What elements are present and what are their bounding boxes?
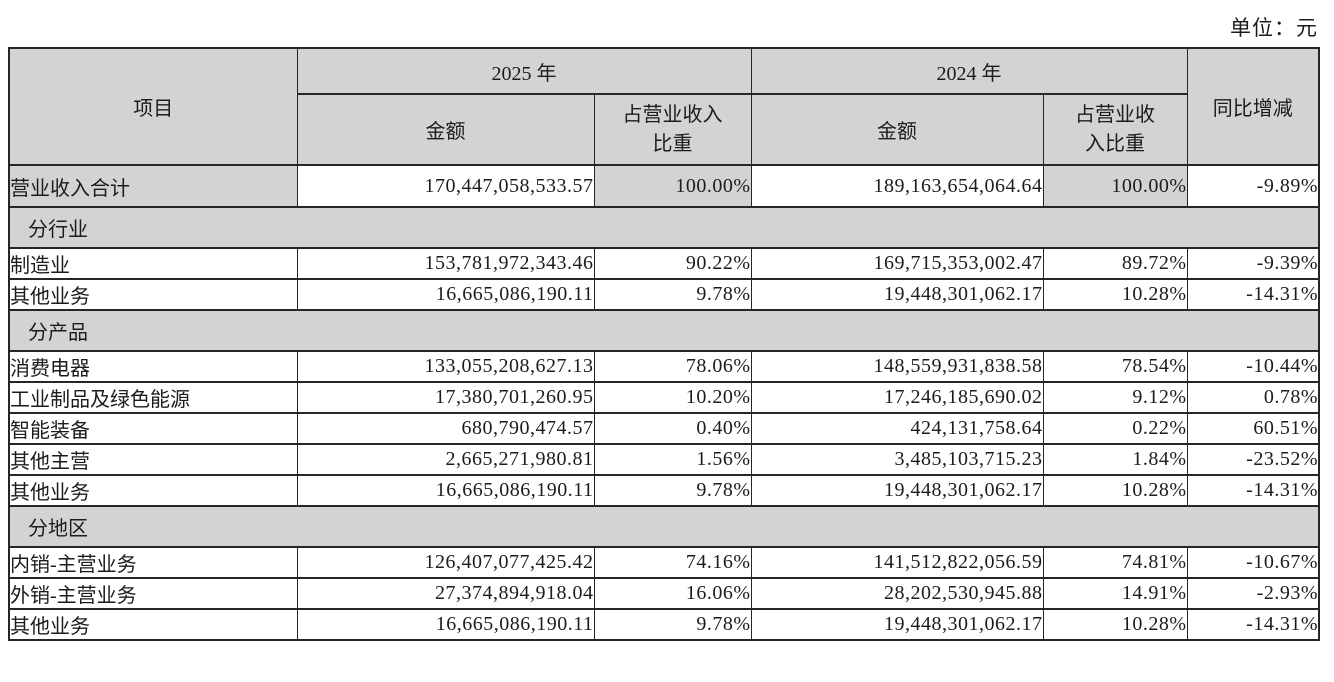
amount-2024-cell: 3,485,103,715.23 bbox=[750, 443, 1044, 476]
yoy-change-cell: -9.89% bbox=[1186, 164, 1320, 208]
amount-2025-cell: 16,665,086,190.11 bbox=[296, 608, 595, 641]
column-group-2024: 2024 年 bbox=[750, 47, 1188, 95]
revenue-ratio-2025-cell: 0.40% bbox=[593, 412, 752, 445]
column-header-amount-2025: 金额 bbox=[296, 93, 595, 166]
revenue-ratio-2025-cell: 9.78% bbox=[593, 474, 752, 507]
revenue-ratio-2024-cell: 10.28% bbox=[1042, 608, 1188, 641]
amount-2025-cell: 153,781,972,343.46 bbox=[296, 247, 595, 280]
revenue-ratio-2025-cell: 16.06% bbox=[593, 577, 752, 610]
row-label-cell: 其他业务 bbox=[8, 608, 298, 641]
row-label-cell: 消费电器 bbox=[8, 350, 298, 383]
amount-2025-cell: 16,665,086,190.11 bbox=[296, 278, 595, 311]
row-label-cell: 内销-主营业务 bbox=[8, 546, 298, 579]
amount-2025-cell: 2,665,271,980.81 bbox=[296, 443, 595, 476]
revenue-ratio-2024-cell: 78.54% bbox=[1042, 350, 1188, 383]
amount-2025-cell: 16,665,086,190.11 bbox=[296, 474, 595, 507]
amount-2024-cell: 17,246,185,690.02 bbox=[750, 381, 1044, 414]
yoy-change-cell: -10.67% bbox=[1186, 546, 1320, 579]
row-label-cell: 制造业 bbox=[8, 247, 298, 280]
amount-2025-cell: 126,407,077,425.42 bbox=[296, 546, 595, 579]
amount-2025-cell: 27,374,894,918.04 bbox=[296, 577, 595, 610]
yoy-change-cell: -14.31% bbox=[1186, 474, 1320, 507]
row-label-cell: 智能装备 bbox=[8, 412, 298, 445]
revenue-ratio-2024-cell: 0.22% bbox=[1042, 412, 1188, 445]
amount-2024-cell: 28,202,530,945.88 bbox=[750, 577, 1044, 610]
row-label-cell: 其他主营 bbox=[8, 443, 298, 476]
amount-2024-cell: 424,131,758.64 bbox=[750, 412, 1044, 445]
row-label-cell: 工业制品及绿色能源 bbox=[8, 381, 298, 414]
amount-2025-cell: 17,380,701,260.95 bbox=[296, 381, 595, 414]
revenue-ratio-2024-cell: 14.91% bbox=[1042, 577, 1188, 610]
table-row: 其他业务 16,665,086,190.11 9.78% 19,448,301,062… bbox=[8, 608, 1320, 641]
yoy-change-cell: -2.93% bbox=[1186, 577, 1320, 610]
column-group-2025: 2025 年 bbox=[296, 47, 752, 95]
revenue-ratio-2024-cell: 100.00% bbox=[1042, 164, 1188, 208]
amount-2024-cell: 148,559,931,838.58 bbox=[750, 350, 1044, 383]
revenue-ratio-2025-cell: 9.78% bbox=[593, 278, 752, 311]
table-row: 其他主营 2,665,271,980.81 1.56% 3,485,103,715.2… bbox=[8, 443, 1320, 476]
section-label: 分行业 bbox=[8, 206, 1320, 249]
revenue-ratio-2025-cell: 1.56% bbox=[593, 443, 752, 476]
revenue-ratio-2025-cell: 10.20% bbox=[593, 381, 752, 414]
table-row: 制造业 153,781,972,343.46 90.22% 169,715,353,0… bbox=[8, 247, 1320, 280]
yoy-change-cell: 0.78% bbox=[1186, 381, 1320, 414]
row-label-cell: 其他业务 bbox=[8, 278, 298, 311]
amount-2025-cell: 133,055,208,627.13 bbox=[296, 350, 595, 383]
amount-2025-cell: 170,447,058,533.57 bbox=[296, 164, 595, 208]
column-header-revenue-ratio-2024: 占营业收 入比重 bbox=[1042, 93, 1188, 166]
section-label: 分产品 bbox=[8, 309, 1320, 352]
section-row: 分地区 bbox=[8, 505, 1320, 548]
row-label-cell: 其他业务 bbox=[8, 474, 298, 507]
revenue-ratio-2025-cell: 90.22% bbox=[593, 247, 752, 280]
table-row: 外销-主营业务 27,374,894,918.04 16.06% 28,202,530… bbox=[8, 577, 1320, 610]
yoy-change-cell: -9.39% bbox=[1186, 247, 1320, 280]
revenue-ratio-2024-cell: 10.28% bbox=[1042, 474, 1188, 507]
table-row: 智能装备 680,790,474.57 0.40% 424,131,758.64 0.2… bbox=[8, 412, 1320, 445]
column-header-yoy-change: 同比增减 bbox=[1186, 47, 1320, 166]
revenue-ratio-2025-cell: 74.16% bbox=[593, 546, 752, 579]
table-row: 其他业务 16,665,086,190.11 9.78% 19,448,301,062… bbox=[8, 474, 1320, 507]
revenue-ratio-2024-cell: 10.28% bbox=[1042, 278, 1188, 311]
revenue-ratio-2024-cell: 89.72% bbox=[1042, 247, 1188, 280]
table-row: 内销-主营业务 126,407,077,425.42 74.16% 141,512,8… bbox=[8, 546, 1320, 579]
yoy-change-cell: -10.44% bbox=[1186, 350, 1320, 383]
revenue-ratio-2024-cell: 74.81% bbox=[1042, 546, 1188, 579]
table-row: 营业收入合计 170,447,058,533.57 100.00% 189,163,6… bbox=[8, 164, 1320, 208]
amount-2024-cell: 169,715,353,002.47 bbox=[750, 247, 1044, 280]
revenue-ratio-2025-cell: 100.00% bbox=[593, 164, 752, 208]
yoy-change-cell: -14.31% bbox=[1186, 608, 1320, 641]
revenue-ratio-2025-cell: 9.78% bbox=[593, 608, 752, 641]
revenue-ratio-2025-cell: 78.06% bbox=[593, 350, 752, 383]
column-header-revenue-ratio-2025: 占营业收入 比重 bbox=[593, 93, 752, 166]
column-header-amount-2024: 金额 bbox=[750, 93, 1044, 166]
unit-label: 单位：元 bbox=[1230, 16, 1318, 40]
yoy-change-cell: -14.31% bbox=[1186, 278, 1320, 311]
amount-2024-cell: 19,448,301,062.17 bbox=[750, 474, 1044, 507]
table-body: 营业收入合计 170,447,058,533.57 100.00% 189,163,6… bbox=[8, 164, 1320, 641]
amount-2024-cell: 141,512,822,056.59 bbox=[750, 546, 1044, 579]
amount-2024-cell: 19,448,301,062.17 bbox=[750, 608, 1044, 641]
yoy-change-cell: 60.51% bbox=[1186, 412, 1320, 445]
section-label: 分地区 bbox=[8, 505, 1320, 548]
amount-2024-cell: 189,163,654,064.64 bbox=[750, 164, 1044, 208]
section-row: 分行业 bbox=[8, 206, 1320, 249]
revenue-ratio-2024-cell: 1.84% bbox=[1042, 443, 1188, 476]
yoy-change-cell: -23.52% bbox=[1186, 443, 1320, 476]
amount-2024-cell: 19,448,301,062.17 bbox=[750, 278, 1044, 311]
column-header-item: 项目 bbox=[8, 47, 298, 166]
revenue-ratio-2024-cell: 9.12% bbox=[1042, 381, 1188, 414]
amount-2025-cell: 680,790,474.57 bbox=[296, 412, 595, 445]
table-row: 消费电器 133,055,208,627.13 78.06% 148,559,931,… bbox=[8, 350, 1320, 383]
row-label-cell: 外销-主营业务 bbox=[8, 577, 298, 610]
table-row: 工业制品及绿色能源 17,380,701,260.95 10.20% 17,246,1… bbox=[8, 381, 1320, 414]
row-label-cell: 营业收入合计 bbox=[8, 164, 298, 208]
section-row: 分产品 bbox=[8, 309, 1320, 352]
table-row: 其他业务 16,665,086,190.11 9.78% 19,448,301,062… bbox=[8, 278, 1320, 311]
revenue-breakdown-table: 项目 2025 年 2024 年 同比增减 金额 占营业收入 比重 金额 占营业… bbox=[8, 47, 1320, 641]
